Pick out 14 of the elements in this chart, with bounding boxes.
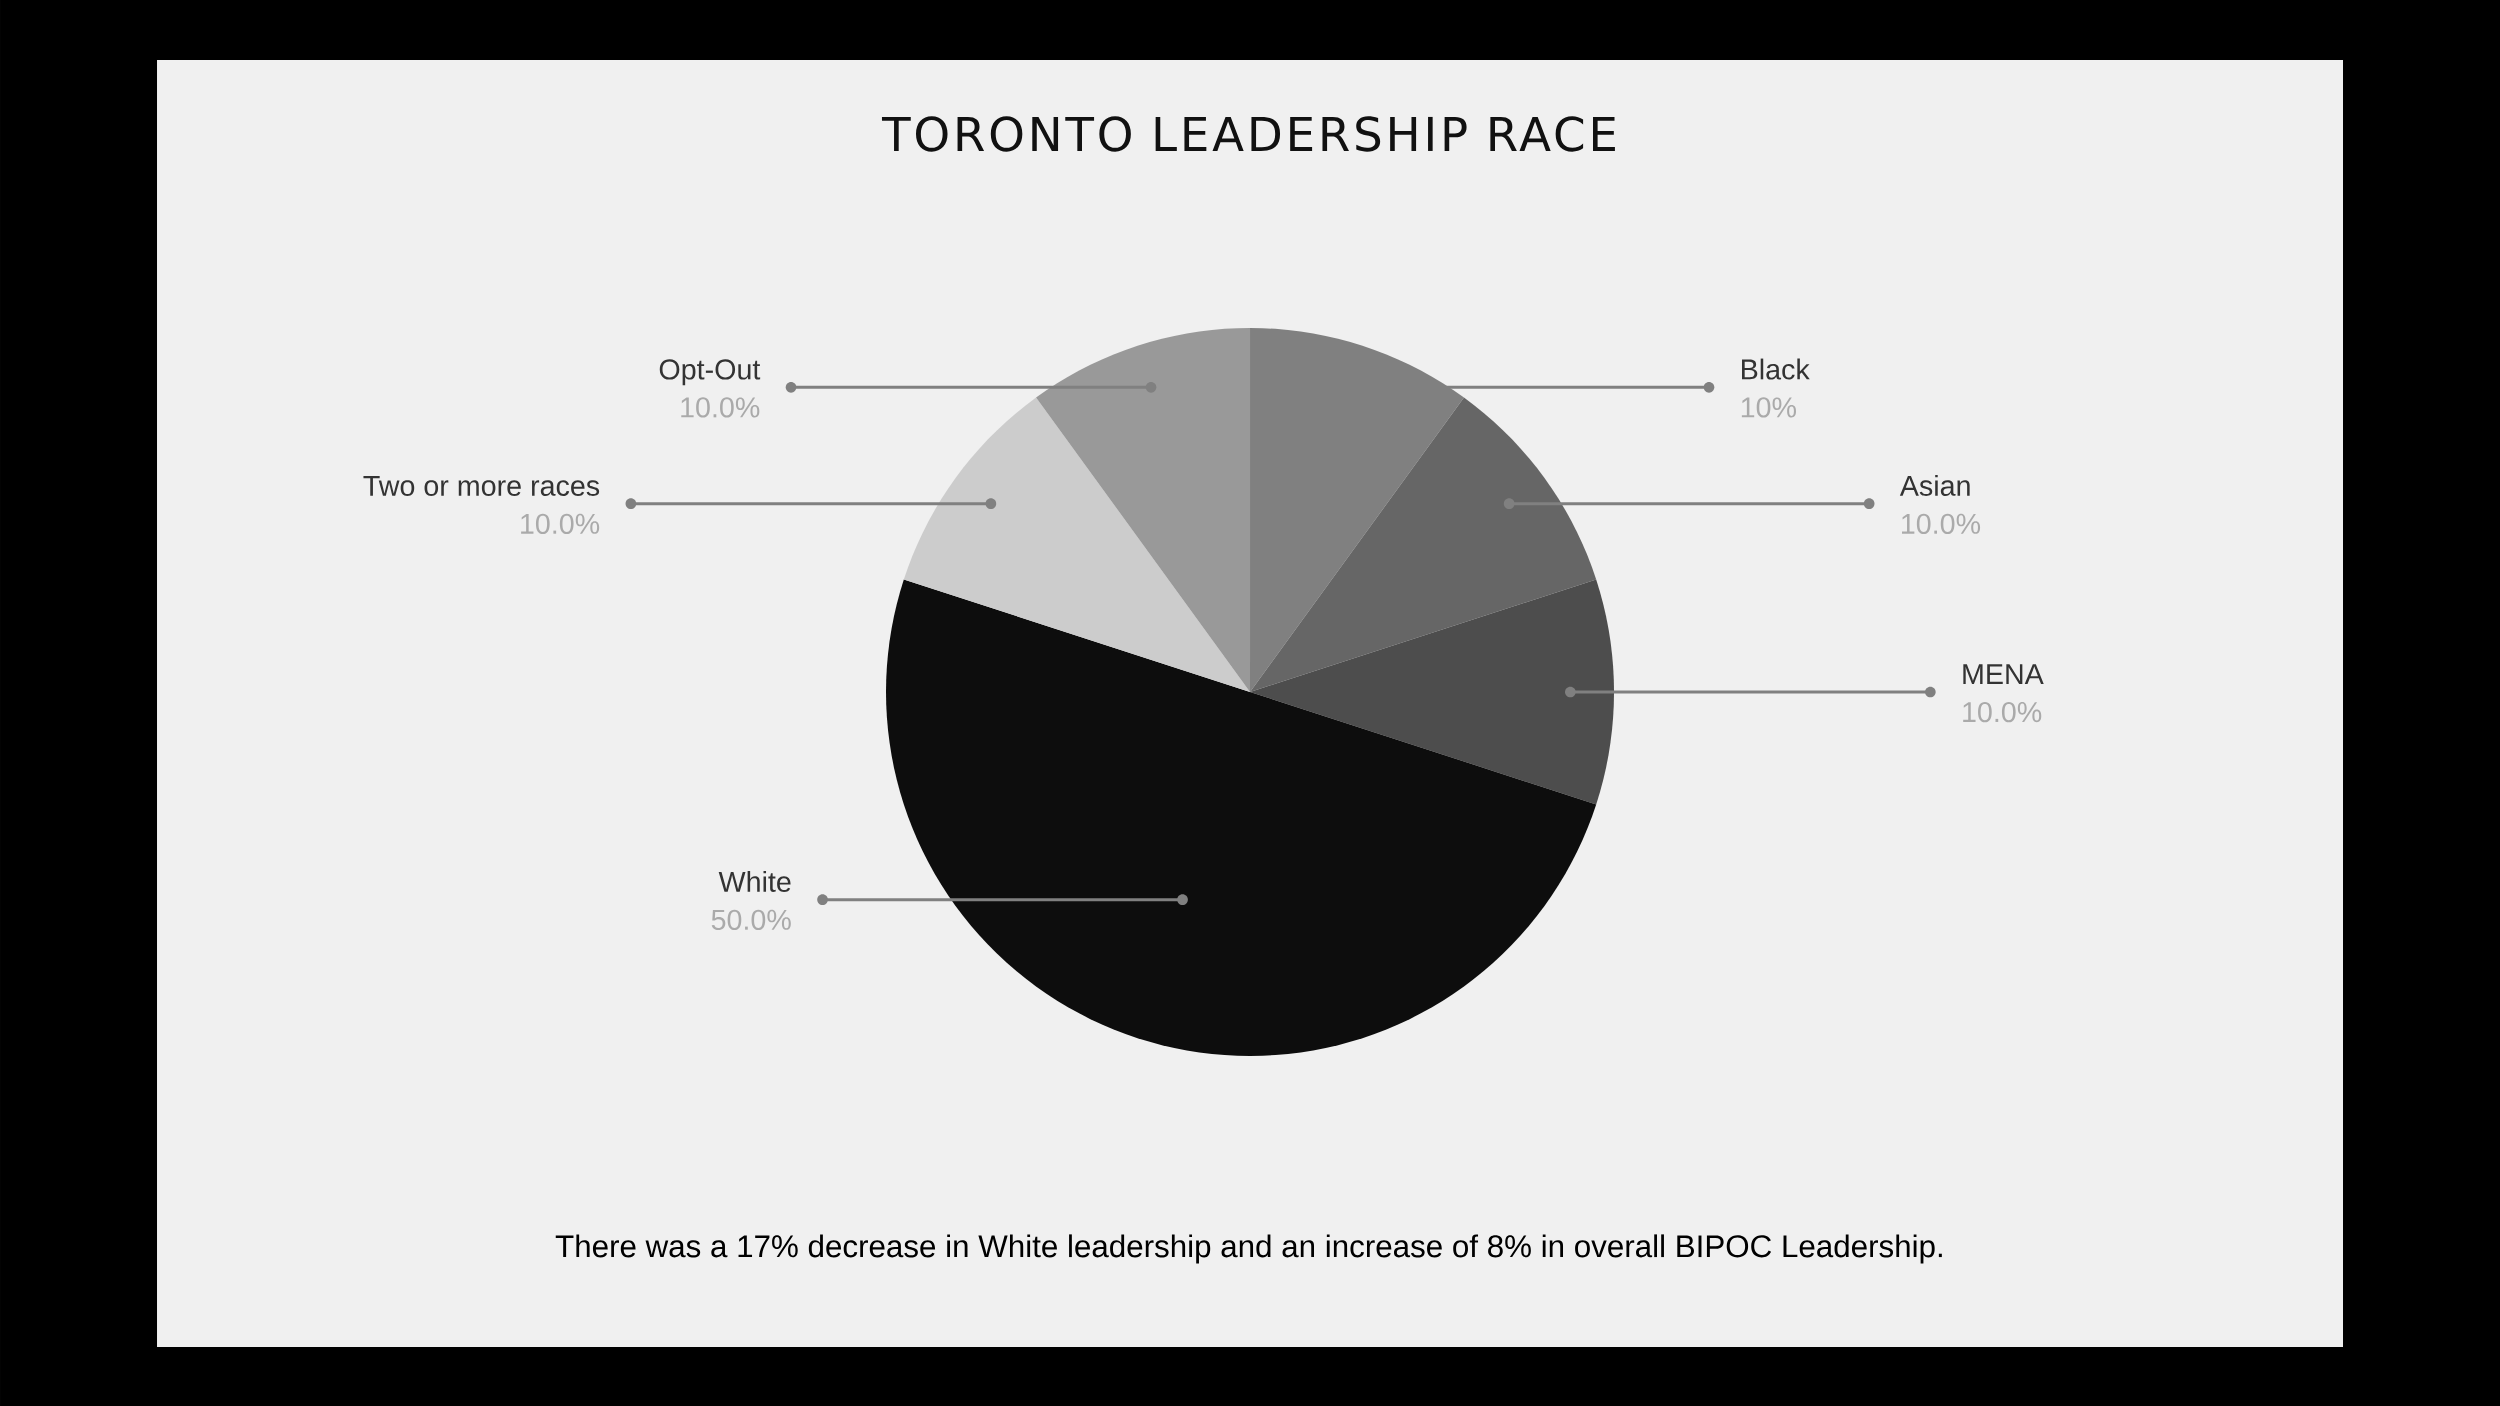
data-label: 10.0% (1902, 513, 1981, 534)
legend-label: Black (1742, 358, 1810, 380)
chart-title: TORONTO LEADERSHIP RACE (881, 116, 1615, 152)
slice-label: MENA (1963, 664, 2044, 684)
data-label: 10% (1741, 397, 1796, 418)
slice-label: Two or more races (363, 476, 600, 496)
text: There was a 17% decrease in White leadership and an increase of 8% in overall BIPOC Leadership. (555, 1234, 1942, 1264)
data-label: 10.0% (1963, 701, 2042, 723)
slice-label: Opt-Out (659, 359, 761, 386)
data-label: 50.0% (711, 909, 791, 930)
slice-label: White (718, 870, 791, 892)
data-label: 10.0% (681, 397, 760, 418)
data-label: 10.0% (521, 513, 600, 534)
slice-label: Asian (1899, 474, 1970, 496)
